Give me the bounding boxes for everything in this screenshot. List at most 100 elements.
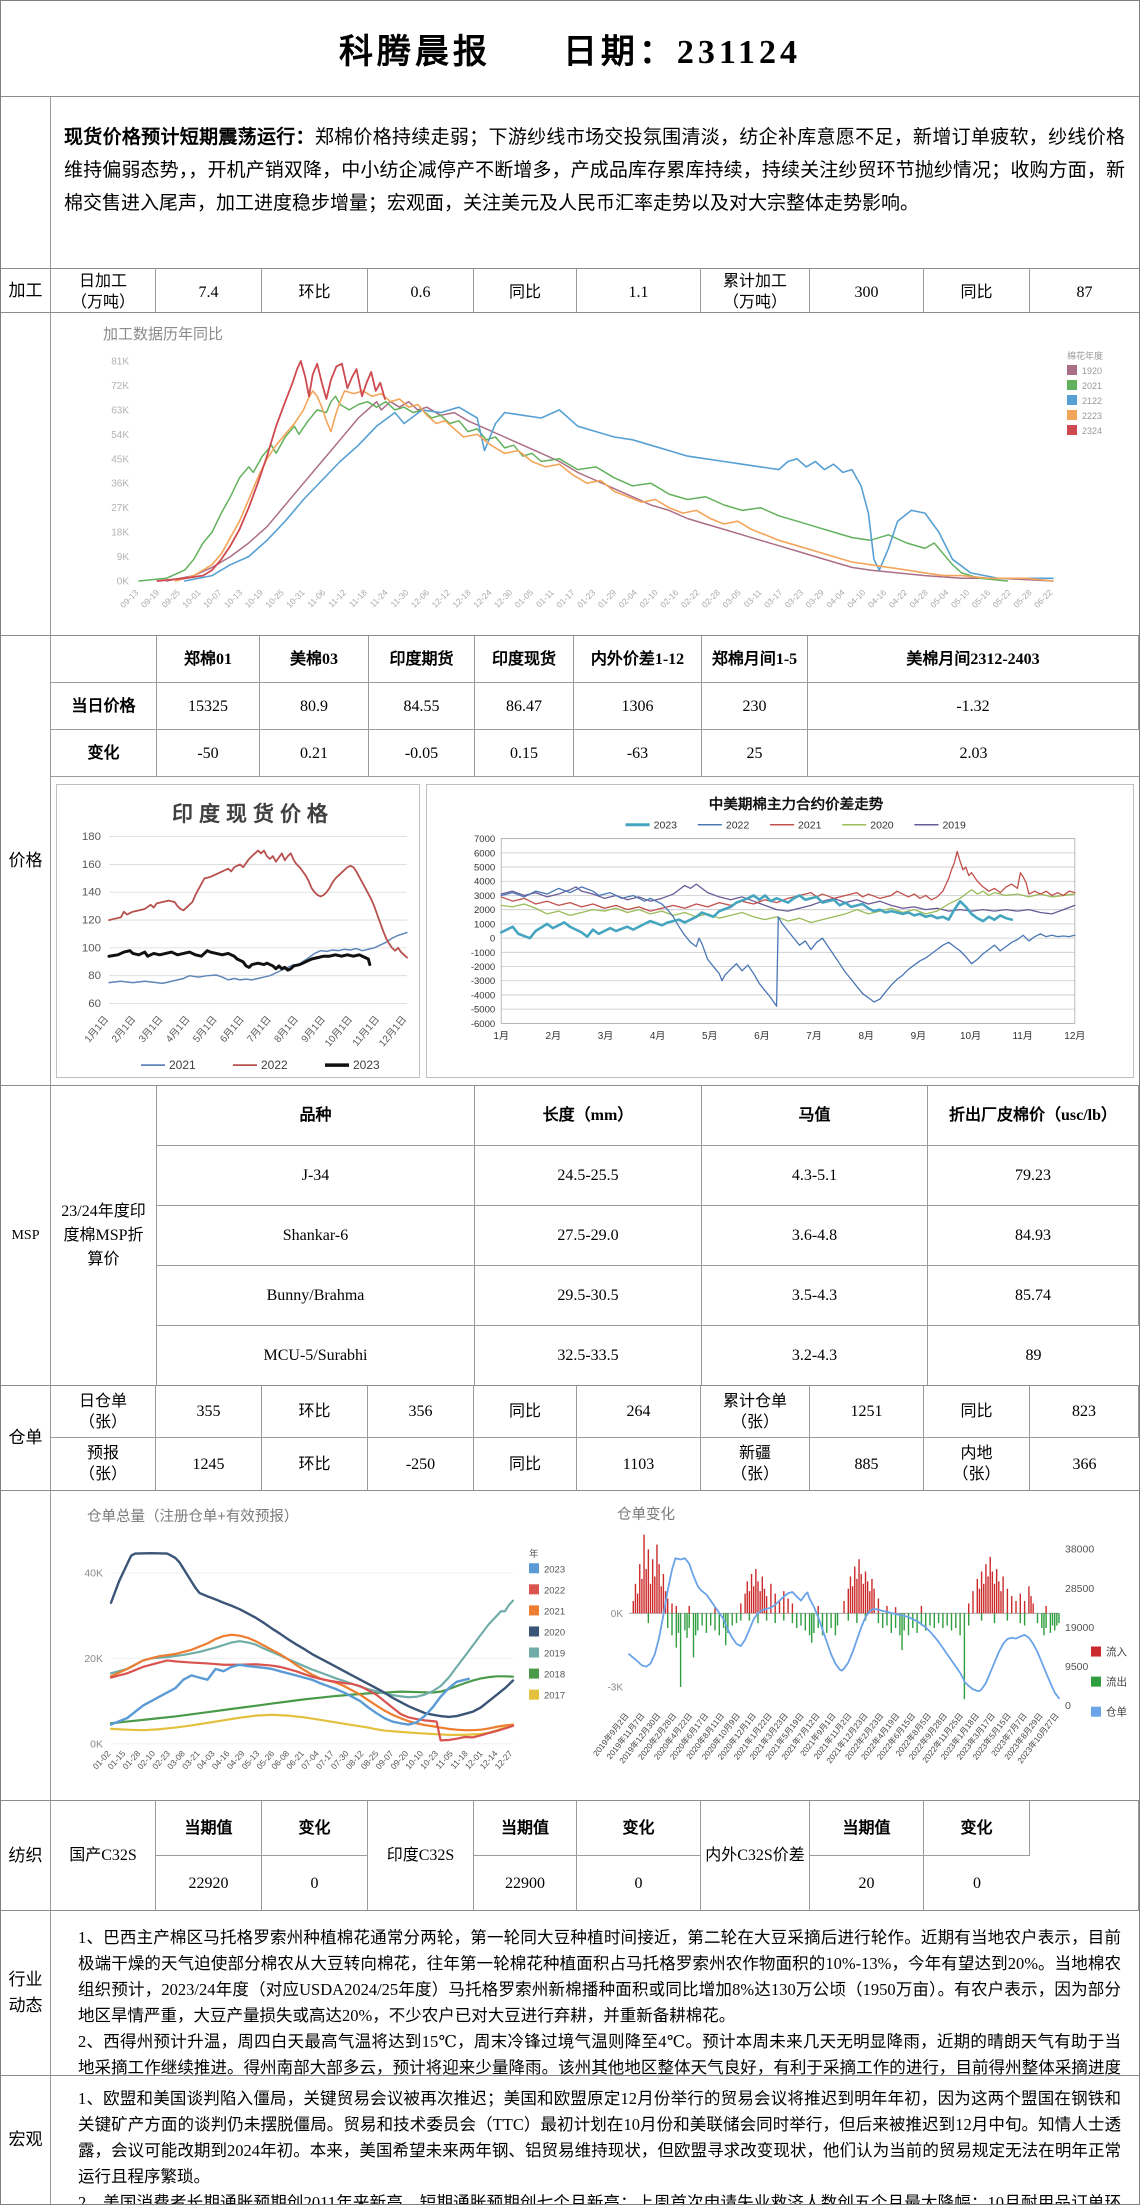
table-cell: 0 bbox=[973, 1874, 981, 1892]
page-title: 科腾晨报 bbox=[338, 34, 491, 71]
table-cell: 24.5-25.5 bbox=[475, 1146, 702, 1206]
industry-section-label: 行业动态 bbox=[1, 1911, 51, 2075]
svg-text:2223: 2223 bbox=[1082, 411, 1102, 421]
svg-text:03-05: 03-05 bbox=[720, 587, 743, 610]
svg-text:2019: 2019 bbox=[544, 1649, 565, 1660]
svg-text:0K: 0K bbox=[90, 1738, 103, 1750]
svg-text:0K: 0K bbox=[117, 577, 130, 588]
column-header: 折出厂皮棉价（usc/lb） bbox=[928, 1086, 1139, 1146]
table-cell: -0.05 bbox=[369, 730, 475, 776]
report-header: 科腾晨报 日期：231124 bbox=[1, 1, 1139, 96]
svg-text:09-25: 09-25 bbox=[160, 587, 183, 610]
table-cell: 87 bbox=[1076, 283, 1093, 301]
svg-text:2021: 2021 bbox=[1082, 381, 1102, 391]
svg-text:3月: 3月 bbox=[598, 1030, 614, 1042]
table-cell: 1103 bbox=[577, 1438, 701, 1490]
svg-text:8月: 8月 bbox=[858, 1030, 874, 1042]
table-cell: 同比 bbox=[474, 1386, 577, 1438]
column-header: 马值 bbox=[702, 1086, 928, 1146]
table-cell: 1.1 bbox=[577, 269, 701, 312]
table-cell: 累计仓单 （张） bbox=[701, 1386, 810, 1438]
summary-body: 郑棉价格持续走弱；下游纱线市场交投氛围清淡，纺企补库意愿不足，新增订单疲软，纱线… bbox=[64, 127, 1125, 214]
macro-text: 1、欧盟和美国谈判陷入僵局，关键贸易会议被再次推迟；美国和欧盟原定12月份举行的… bbox=[51, 2076, 1139, 2204]
table-cell: 15325 bbox=[157, 683, 260, 730]
svg-text:160: 160 bbox=[82, 859, 101, 871]
table-cell: 89 bbox=[1025, 1347, 1042, 1364]
svg-text:10-07: 10-07 bbox=[201, 587, 224, 610]
table-cell: 84.93 bbox=[928, 1206, 1139, 1266]
svg-text:0: 0 bbox=[1065, 1700, 1071, 1712]
svg-text:80: 80 bbox=[88, 970, 101, 982]
svg-text:5000: 5000 bbox=[474, 863, 495, 874]
svg-text:01-17: 01-17 bbox=[554, 587, 577, 610]
msp-table: 品种 长度（mm） 马值 折出厂皮棉价（usc/lb） J-34 24.5-25… bbox=[157, 1086, 1139, 1385]
column-header: 郑棉月间1-5 bbox=[702, 636, 808, 683]
svg-text:2324: 2324 bbox=[1082, 426, 1102, 436]
svg-text:2023: 2023 bbox=[353, 1058, 380, 1072]
table-cell: 885 bbox=[810, 1438, 924, 1490]
svg-text:12-24: 12-24 bbox=[471, 587, 494, 610]
msp-subtitle: 23/24年度印度棉MSP折算价 bbox=[51, 1086, 157, 1385]
svg-text:-6000: -6000 bbox=[471, 1019, 495, 1030]
svg-text:06-22: 06-22 bbox=[1032, 587, 1055, 610]
svg-text:1920: 1920 bbox=[1082, 366, 1102, 376]
svg-text:27K: 27K bbox=[111, 503, 129, 514]
svg-text:6000: 6000 bbox=[474, 848, 495, 859]
table-cell: 1251 bbox=[810, 1386, 924, 1438]
svg-text:11-12: 11-12 bbox=[326, 587, 348, 609]
warehouse-charts-section: 0K 20K 40K 01-02 01-15 01-28 02-10 02-23 03-08 03… bbox=[1, 1490, 1139, 1800]
table-cell: 356 bbox=[368, 1386, 474, 1438]
summary-lead: 现货价格预计短期震荡运行： bbox=[64, 127, 315, 148]
svg-text:04-28: 04-28 bbox=[907, 587, 930, 610]
table-cell bbox=[51, 636, 157, 683]
industry-item: 2、西得州预计升温，周四白天最高气温将达到15℃，周末冷锋过境气温则降至4℃。预… bbox=[78, 2032, 1121, 2075]
svg-text:4月1日: 4月1日 bbox=[163, 1014, 192, 1045]
msp-section: MSP 23/24年度印度棉MSP折算价 品种 长度（mm） 马值 折出厂皮棉价… bbox=[1, 1085, 1139, 1385]
svg-text:2021: 2021 bbox=[169, 1058, 196, 1072]
svg-text:01-29: 01-29 bbox=[596, 587, 619, 610]
svg-text:03-23: 03-23 bbox=[783, 587, 806, 610]
svg-text:12-27: 12-27 bbox=[493, 1748, 515, 1771]
processing-section-label: 加工 bbox=[1, 269, 51, 312]
industry-item: 1、巴西主产棉区马托格罗索州种植棉花通常分两轮，第一轮同大豆种植时间接近，第二轮… bbox=[78, 1928, 1121, 2025]
svg-text:5月: 5月 bbox=[702, 1030, 718, 1042]
warehouse-section-label: 仓单 bbox=[1, 1386, 51, 1490]
column-header: 美棉03 bbox=[260, 636, 369, 683]
svg-text:02-22: 02-22 bbox=[679, 587, 702, 610]
svg-text:60: 60 bbox=[88, 998, 101, 1010]
textile-section: 纺织 国产C32S 当期值 变化 印度C32S 当期值 变化 内外C32S价差 … bbox=[1, 1800, 1139, 1910]
table-cell: 22900 bbox=[474, 1856, 577, 1910]
table-cell: MCU-5/Surabhi bbox=[157, 1326, 475, 1385]
svg-text:9月: 9月 bbox=[911, 1030, 927, 1042]
svg-text:1月: 1月 bbox=[493, 1030, 509, 1042]
empty-gutter bbox=[1, 313, 51, 635]
svg-text:加工数据历年同比: 加工数据历年同比 bbox=[103, 326, 223, 343]
svg-text:-5000: -5000 bbox=[471, 1005, 495, 1016]
svg-text:2021: 2021 bbox=[544, 1606, 565, 1617]
summary-text: 现货价格预计短期震荡运行：郑棉价格持续走弱；下游纱线市场交投氛围清淡，纺企补库意… bbox=[51, 97, 1139, 220]
svg-text:12-12: 12-12 bbox=[430, 587, 453, 610]
table-cell: 823 bbox=[1030, 1386, 1139, 1438]
svg-text:54K: 54K bbox=[111, 430, 129, 441]
svg-text:10-01: 10-01 bbox=[180, 587, 203, 610]
table-cell: 内地 （张） bbox=[924, 1438, 1030, 1490]
macro-section-label: 宏观 bbox=[1, 2076, 51, 2204]
table-cell: 20 bbox=[810, 1856, 924, 1910]
svg-text:63K: 63K bbox=[111, 405, 129, 416]
table-cell: 264 bbox=[577, 1386, 701, 1438]
svg-text:05-10: 05-10 bbox=[949, 587, 972, 610]
table-cell: 84.55 bbox=[369, 683, 475, 730]
svg-text:01-05: 01-05 bbox=[513, 587, 536, 610]
svg-text:3月1日: 3月1日 bbox=[136, 1014, 165, 1045]
report-date: 日期：231124 bbox=[562, 34, 802, 71]
svg-text:04-22: 04-22 bbox=[887, 587, 910, 610]
svg-text:03-29: 03-29 bbox=[803, 587, 826, 610]
table-cell: -250 bbox=[368, 1438, 474, 1490]
table-cell: 300 bbox=[810, 269, 924, 312]
svg-text:2020: 2020 bbox=[870, 821, 894, 832]
svg-text:仓单: 仓单 bbox=[1106, 1706, 1127, 1719]
svg-text:6月: 6月 bbox=[754, 1030, 770, 1042]
svg-text:2000: 2000 bbox=[474, 905, 495, 916]
column-header: 变化 bbox=[262, 1801, 368, 1856]
